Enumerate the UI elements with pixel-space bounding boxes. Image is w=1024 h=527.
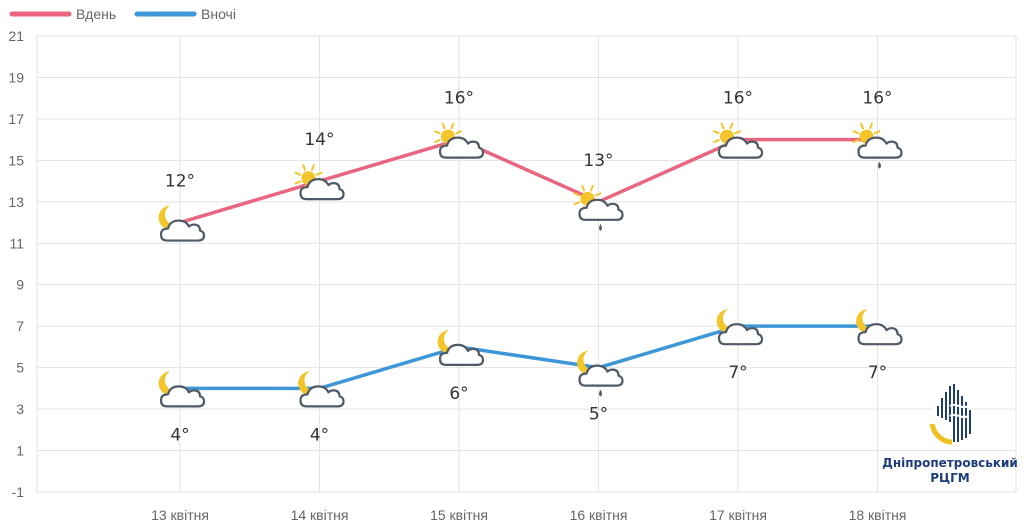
y-tick-label: 1 [16,443,24,459]
series-line-night [178,324,880,391]
value-labels: 12° 14° 16° 13° 16° 16° 4° 4° 6° 5° 7° 7° [165,89,893,446]
data-label: 5° [589,405,608,425]
y-tick-label: 7 [16,318,24,334]
moon-cloud-icon [298,371,345,408]
sun-cloud-rain-icon [852,122,903,169]
moon-icon [716,309,739,334]
moon-icon [856,309,879,334]
moon-icon [577,350,600,375]
y-tick-label: -1 [12,484,25,500]
data-label: 4° [170,425,189,445]
moon-icon [437,329,460,354]
y-tick-label: 13 [8,194,24,210]
logo: Дніпропетровський РЦГМ [882,380,1018,485]
y-tick-label: 15 [8,152,24,168]
series-lines [178,137,880,391]
x-tick-label: 16 квітня [570,507,628,523]
moon-cloud-icon [437,329,485,367]
y-tick-label: 3 [16,401,24,417]
moon-cloud-icon [158,371,206,408]
legend-label: Вночі [201,6,236,22]
x-tick-label: 13 квітня [151,507,209,523]
sun-cloud-rain-icon [573,184,624,231]
data-label: 14° [304,130,334,150]
x-tick-label: 14 квітня [291,507,349,523]
sun-cloud-icon [294,164,345,201]
moon-cloud-icon [716,309,764,346]
y-tick-label: 9 [16,277,24,293]
moon-cloud-icon [158,205,206,242]
x-tick-label: 18 квітня [849,507,907,523]
legend: Вдень Вночі [9,6,236,22]
grid [36,35,1017,493]
rain-drop-icon [599,389,602,397]
y-tick-label: 19 [8,69,24,85]
y-tick-label: 21 [8,28,24,44]
sun-cloud-icon [434,122,485,159]
rain-drop-icon [878,161,881,169]
data-label: 16° [723,89,753,109]
y-tick-label: 5 [16,360,24,376]
x-tick-label: 17 квітня [709,507,767,523]
legend-label: Вдень [76,6,116,22]
weather-icons [158,122,903,408]
moon-icon [298,371,321,396]
moon-icon [158,371,181,396]
moon-cloud-icon [856,309,903,346]
data-label: 7° [728,363,747,383]
data-label: 16° [444,89,474,109]
data-label: 6° [449,384,468,404]
logo-line1: Дніпропетровський [882,456,1018,470]
data-label: 7° [868,363,887,383]
data-label: 16° [862,89,892,109]
data-label: 13° [583,151,613,171]
drop-logo-icon [929,380,974,445]
logo-line2: РЦГМ [930,471,970,485]
x-axis: 13 квітня 14 квітня 15 квітня 16 квітня 17 к… [151,507,906,523]
data-label: 4° [310,425,329,445]
y-tick-label: 11 [9,235,24,251]
moon-icon [158,205,181,230]
series-line-day [178,137,880,225]
x-tick-label: 15 квітня [430,507,488,523]
data-label: 12° [165,172,195,192]
moon-cloud-rain-icon [577,350,624,397]
sun-cloud-icon [713,122,764,159]
rain-drop-icon [599,223,602,231]
y-tick-label: 17 [8,111,24,127]
